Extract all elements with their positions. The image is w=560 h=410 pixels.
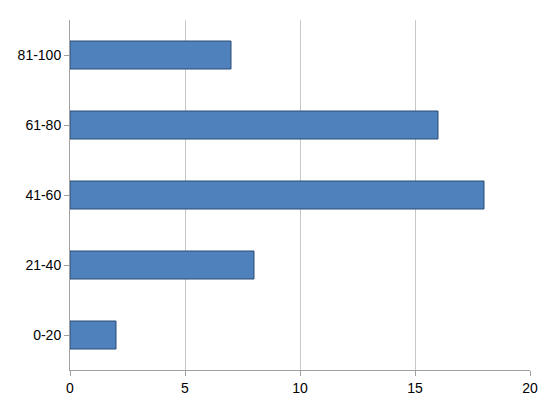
svg-text:5: 5 xyxy=(181,380,189,396)
svg-text:15: 15 xyxy=(407,380,423,396)
svg-text:0-20: 0-20 xyxy=(33,327,61,343)
svg-text:41-60: 41-60 xyxy=(25,187,61,203)
svg-text:10: 10 xyxy=(292,380,308,396)
svg-text:0: 0 xyxy=(66,380,74,396)
svg-text:61-80: 61-80 xyxy=(25,117,61,133)
svg-text:81-100: 81-100 xyxy=(18,47,62,63)
svg-text:21-40: 21-40 xyxy=(25,257,61,273)
svg-text:20: 20 xyxy=(522,380,538,396)
